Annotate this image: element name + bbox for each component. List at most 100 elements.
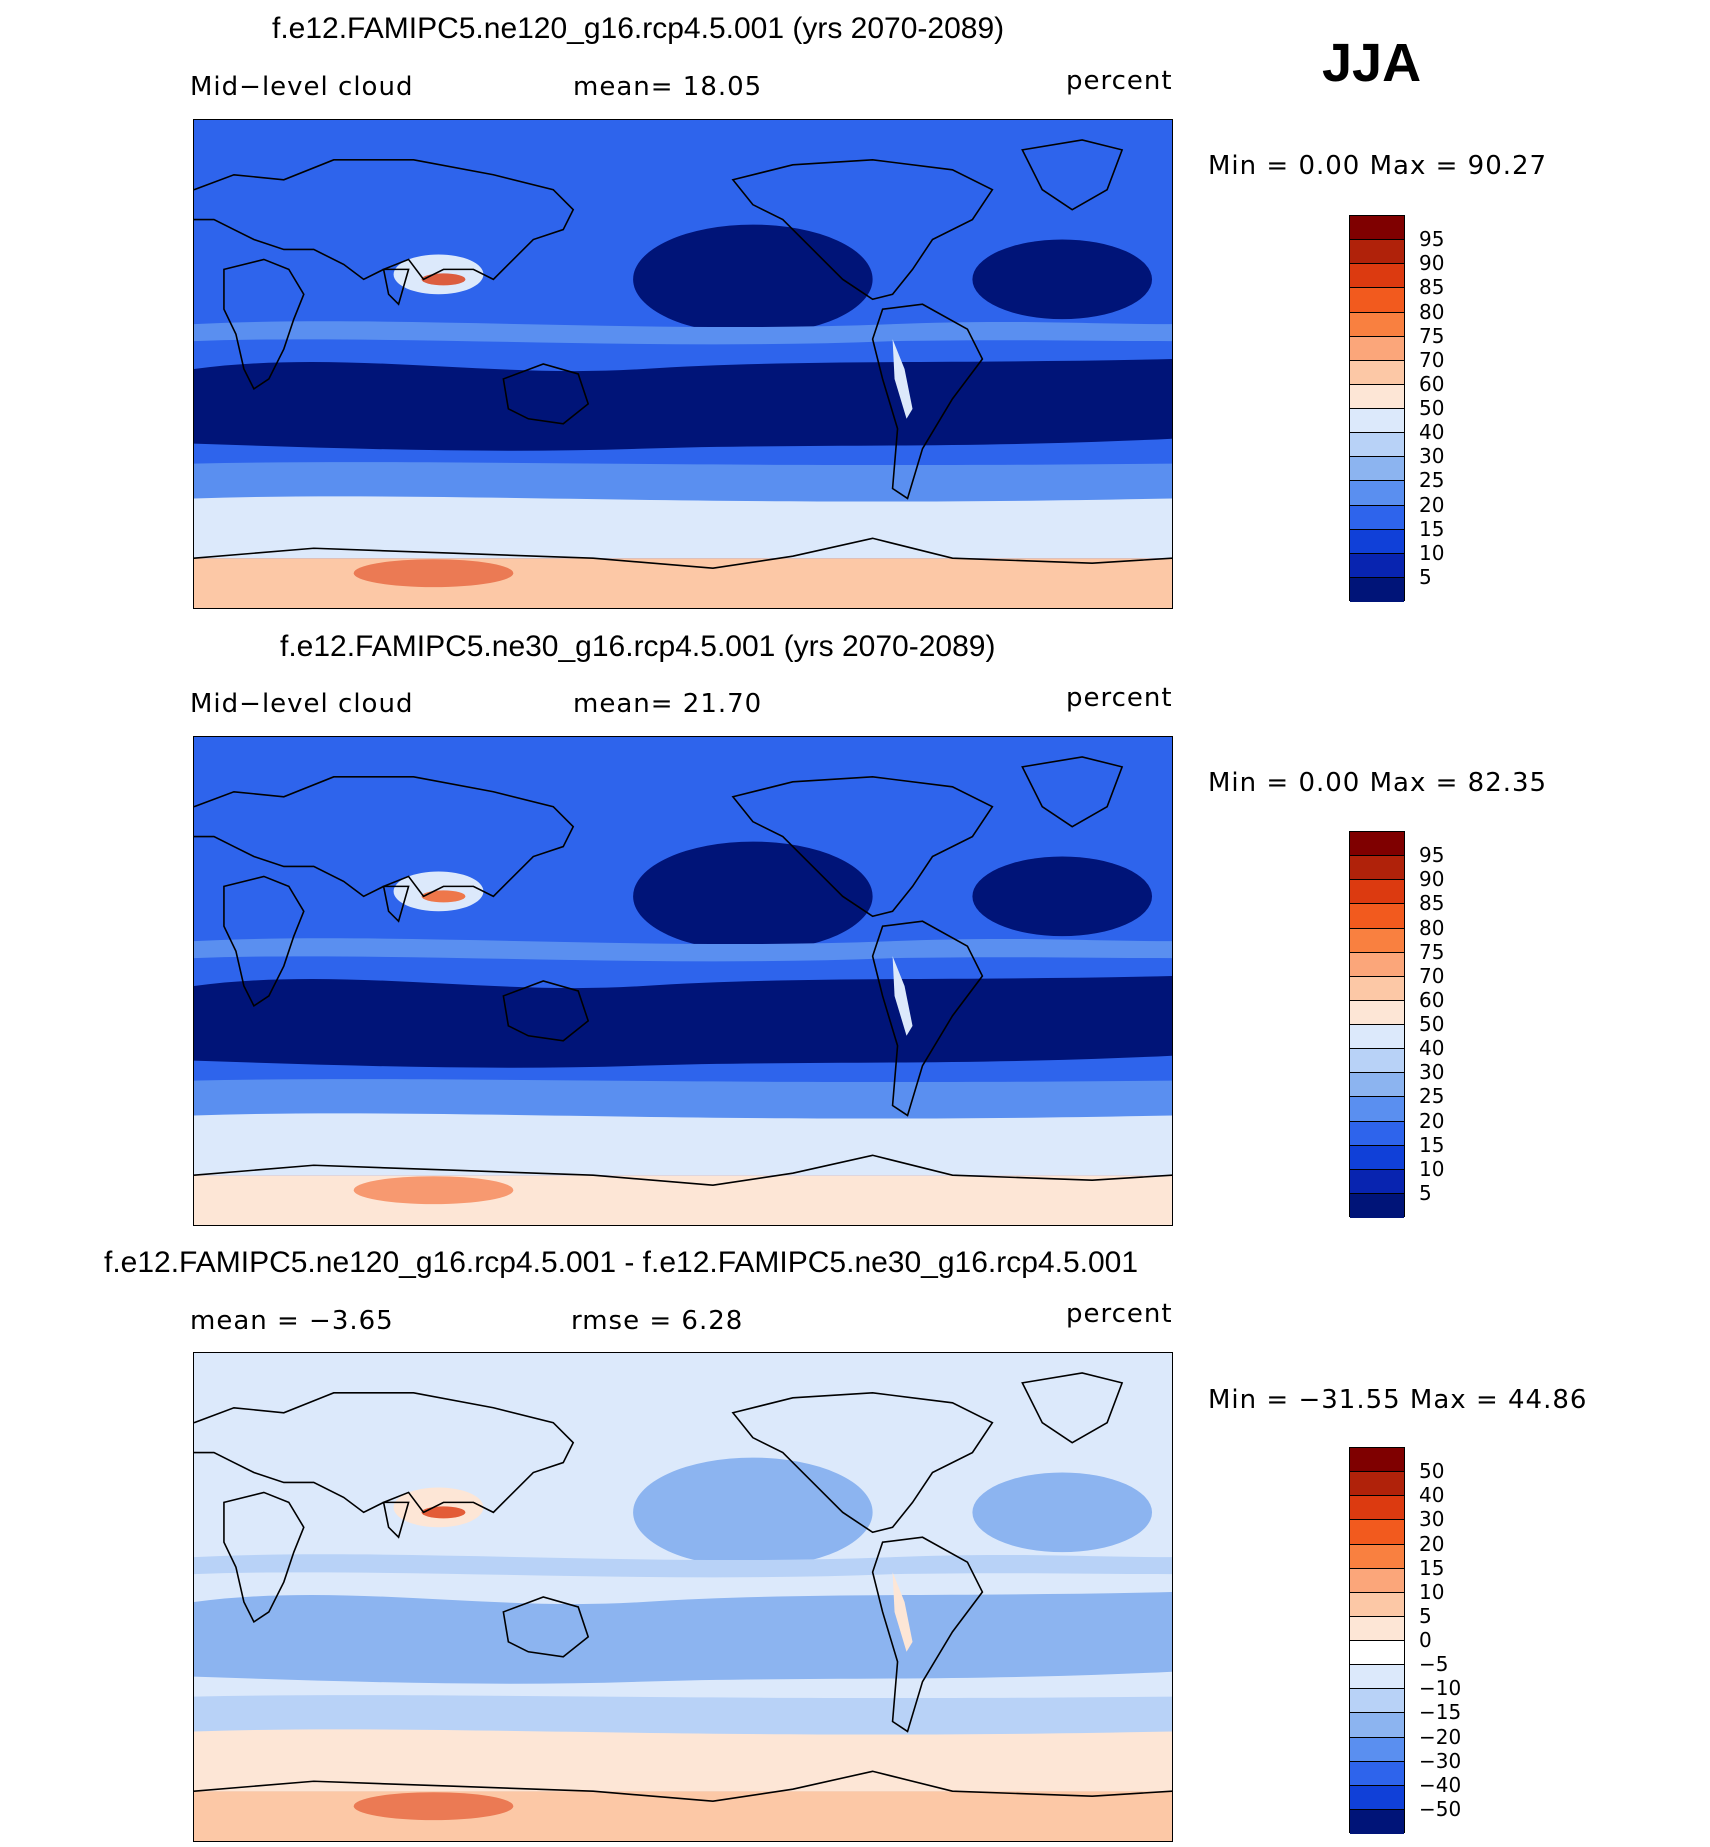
- colorbar-tick-label: 50: [1419, 1012, 1445, 1036]
- colorbar-tick-label: 25: [1419, 1084, 1445, 1109]
- colorbar-tick-label: 85: [1419, 275, 1445, 300]
- panel-0-title: f.e12.FAMIPC5.ne120_g16.rcp4.5.001 (yrs …: [272, 12, 1005, 45]
- colorbar-tick-label: 60: [1419, 371, 1445, 396]
- colorbar-tick-label: 60: [1419, 987, 1445, 1012]
- colorbar-segment: [1350, 264, 1404, 289]
- colorbar-segment: [1350, 1472, 1404, 1497]
- colorbar-segment: [1350, 457, 1404, 482]
- colorbar-segment: [1350, 384, 1404, 409]
- colorbar-segment: [1350, 481, 1404, 506]
- colorbar-segment: [1350, 1592, 1404, 1617]
- panel-2-title: f.e12.FAMIPC5.ne120_g16.rcp4.5.001 - f.e…: [104, 1246, 1139, 1279]
- season-label: JJA: [1322, 33, 1422, 93]
- colorbar-tick-label: 15: [1419, 516, 1445, 541]
- panel-0-colorbar: [1349, 215, 1405, 602]
- colorbar-tick-label: 0: [1419, 1628, 1432, 1652]
- colorbar-segment: [1350, 553, 1404, 578]
- colorbar-segment: [1350, 433, 1404, 458]
- panel-1-title: f.e12.FAMIPC5.ne30_g16.rcp4.5.001 (yrs 2…: [280, 630, 996, 663]
- colorbar-segment: [1350, 1448, 1404, 1473]
- colorbar-tick-label: 20: [1419, 492, 1445, 517]
- colorbar-segment: [1350, 1073, 1404, 1098]
- colorbar-tick-label: 5: [1419, 564, 1432, 589]
- map-field: [194, 1353, 1172, 1841]
- colorbar-segment: [1350, 1049, 1404, 1074]
- panel-0-mean-label: mean= 18.05: [573, 72, 763, 102]
- colorbar-tick-label: 20: [1419, 1108, 1445, 1133]
- colorbar-tick-label: 10: [1419, 540, 1445, 565]
- panel-1-mean-label: mean= 21.70: [573, 689, 763, 719]
- colorbar-segment: [1350, 1097, 1404, 1122]
- colorbar-segment: [1350, 1761, 1404, 1786]
- panel-1-colorbar-labels: 95 90 85 80 75 70 60 50 40 30 25 20 15 10 5: [1419, 831, 1479, 1217]
- panel-2-rmse-label: rmse = 6.28: [571, 1306, 744, 1336]
- colorbar-segment: [1350, 1713, 1404, 1738]
- colorbar-segment: [1350, 216, 1404, 241]
- colorbar-tick-label: 40: [1419, 1483, 1445, 1508]
- panel-1-units-label: percent: [1066, 683, 1173, 713]
- colorbar-tick-label: 70: [1419, 963, 1445, 988]
- colorbar-segment: [1350, 360, 1404, 385]
- colorbar-segment: [1350, 312, 1404, 337]
- panel-1-colorbar: [1349, 831, 1405, 1218]
- colorbar-tick-label: −30: [1419, 1748, 1462, 1773]
- panel-2-colorbar-labels: 50 40 30 20 15 10 5 0 −5 −10 −15 −20 −30 −40 −50: [1419, 1447, 1479, 1833]
- panel-0-map: [193, 119, 1173, 609]
- colorbar-segment: [1350, 1641, 1404, 1666]
- colorbar-segment: [1350, 409, 1404, 434]
- colorbar-tick-label: −50: [1419, 1796, 1462, 1821]
- colorbar-tick-label: 25: [1419, 468, 1445, 493]
- panel-2-mean-label: mean = −3.65: [190, 1306, 394, 1336]
- colorbar-tick-label: 85: [1419, 891, 1445, 916]
- colorbar-segment: [1350, 1025, 1404, 1050]
- colorbar-tick-label: −15: [1419, 1700, 1462, 1725]
- colorbar-tick-label: −20: [1419, 1724, 1462, 1749]
- panel-1-variable-label: Mid−level cloud: [190, 689, 414, 719]
- colorbar-tick-label: −5: [1419, 1652, 1449, 1677]
- panel-2-colorbar: [1349, 1447, 1405, 1834]
- panel-0-colorbar-labels: 95 90 85 80 75 70 60 50 40 30 25 20 15 10 5: [1419, 215, 1479, 601]
- colorbar-tick-label: 75: [1419, 323, 1445, 348]
- colorbar-tick-label: −10: [1419, 1676, 1462, 1701]
- colorbar-tick-label: 50: [1419, 1459, 1445, 1484]
- colorbar-segment: [1350, 336, 1404, 361]
- colorbar-tick-label: 30: [1419, 444, 1445, 469]
- colorbar-segment: [1350, 1809, 1404, 1834]
- colorbar-segment: [1350, 1520, 1404, 1545]
- colorbar-tick-label: 10: [1419, 1579, 1445, 1604]
- colorbar-tick-label: −40: [1419, 1772, 1462, 1797]
- colorbar-segment: [1350, 832, 1404, 857]
- colorbar-tick-label: 80: [1419, 299, 1445, 324]
- panel-0-minmax-label: Min = 0.00 Max = 90.27: [1208, 151, 1548, 181]
- colorbar-segment: [1350, 529, 1404, 554]
- colorbar-tick-label: 95: [1419, 227, 1445, 252]
- colorbar-segment: [1350, 1616, 1404, 1641]
- colorbar-segment: [1350, 240, 1404, 265]
- colorbar-tick-label: 70: [1419, 347, 1445, 372]
- panel-2-minmax-label: Min = −31.55 Max = 44.86: [1208, 1385, 1588, 1415]
- colorbar-segment: [1350, 505, 1404, 530]
- colorbar-segment: [1350, 1689, 1404, 1714]
- panel-2-units-label: percent: [1066, 1299, 1173, 1329]
- colorbar-tick-label: 5: [1419, 1603, 1432, 1628]
- colorbar-tick-label: 30: [1419, 1060, 1445, 1085]
- colorbar-tick-label: 90: [1419, 251, 1445, 276]
- colorbar-segment: [1350, 1121, 1404, 1146]
- colorbar-segment: [1350, 1496, 1404, 1521]
- colorbar-segment: [1350, 856, 1404, 881]
- colorbar-segment: [1350, 1568, 1404, 1593]
- colorbar-segment: [1350, 904, 1404, 929]
- colorbar-tick-label: 5: [1419, 1180, 1432, 1205]
- colorbar-segment: [1350, 288, 1404, 313]
- colorbar-tick-label: 20: [1419, 1531, 1445, 1556]
- colorbar-tick-label: 10: [1419, 1156, 1445, 1181]
- map-field: [194, 120, 1172, 608]
- colorbar-segment: [1350, 1145, 1404, 1170]
- colorbar-segment: [1350, 928, 1404, 953]
- colorbar-segment: [1350, 1193, 1404, 1218]
- colorbar-segment: [1350, 952, 1404, 977]
- colorbar-tick-label: 75: [1419, 939, 1445, 964]
- panel-0-variable-label: Mid−level cloud: [190, 72, 414, 102]
- map-field: [194, 737, 1172, 1225]
- colorbar-segment: [1350, 1737, 1404, 1762]
